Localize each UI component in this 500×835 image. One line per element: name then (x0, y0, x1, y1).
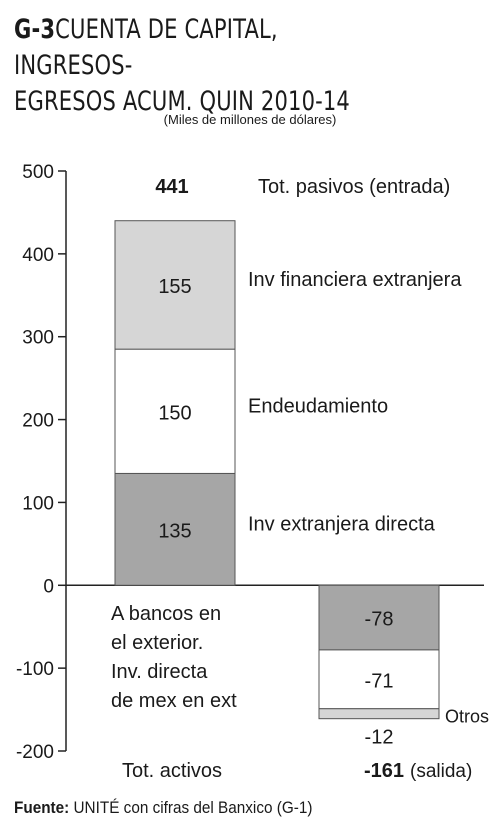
bar-segment (114, 472, 236, 586)
series-label: Inv extranjera directa (248, 513, 436, 535)
bar-segment (114, 220, 236, 350)
annotation-line: de mex en ext (111, 690, 237, 712)
title-line-1: CUENTA DE CAPITAL, INGRESOS- (14, 14, 278, 81)
y-tick-label: 500 (22, 162, 54, 183)
y-tick-label: 0 (43, 576, 54, 597)
source-text: UNITÉ con cifras del Banxico (G-1) (73, 798, 313, 817)
source-label: Fuente: (14, 798, 70, 817)
y-tick-label: 200 (22, 411, 54, 432)
y-tick-label: 300 (22, 328, 54, 349)
series-label: Otros (445, 707, 489, 727)
data-label: -12 (365, 727, 394, 749)
title-line-2: EGRESOS ACUM. QUIN 2010-14 (14, 86, 350, 117)
chart-title: G-3CUENTA DE CAPITAL, INGRESOS- EGRESOS … (14, 12, 388, 120)
category-label: Tot. activos (122, 760, 222, 782)
bar-segment (114, 348, 236, 474)
y-tick-label: -100 (16, 659, 54, 680)
y-tick-label: 100 (22, 493, 54, 514)
series-label: Inv financiera extranjera (248, 269, 462, 291)
total-value: -161 (364, 760, 404, 782)
total-label: (salida) (410, 761, 472, 782)
source-note: Fuente: UNITÉ con cifras del Banxico (G-… (14, 798, 312, 818)
bar-segment (318, 708, 440, 720)
data-label: -78 (365, 609, 394, 631)
total-label: Tot. pasivos (entrada) (258, 176, 450, 198)
data-label: 150 (158, 402, 191, 424)
data-label: 135 (158, 520, 191, 542)
y-tick-label: -200 (16, 742, 54, 763)
annotation-line: Inv. directa (111, 661, 208, 683)
chart-subtitle: (Miles de millones de dólares) (163, 112, 337, 127)
data-label: 155 (158, 276, 191, 298)
total-value: 441 (155, 176, 188, 198)
chart-code: G-3 (14, 14, 56, 45)
y-tick-label: 400 (22, 245, 54, 266)
series-label: Endeudamiento (248, 395, 388, 417)
bar-segment (318, 649, 440, 710)
annotation-line: el exterior. (111, 632, 203, 654)
annotation-line: A bancos en (111, 603, 221, 625)
data-label: -71 (365, 670, 394, 692)
